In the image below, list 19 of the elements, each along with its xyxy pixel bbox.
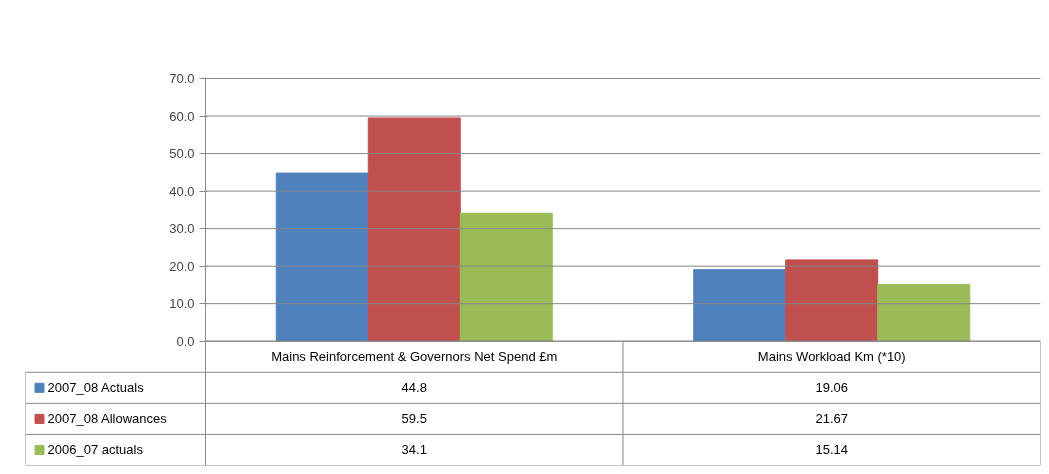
y-tick-label: 10.0 [169, 296, 195, 312]
y-tick-label: 30.0 [169, 221, 195, 237]
legend-label: 2007_08 Allowances [47, 411, 168, 427]
y-tick-label: 20.0 [169, 258, 195, 274]
data-label: 19.06 [815, 380, 849, 396]
y-tick-label: 40.0 [169, 183, 195, 199]
legend-label: 2007_08 Actuals [47, 380, 145, 396]
y-tick-label: 70.0 [169, 71, 195, 87]
x-tick-label: Mains Workload Km (*10) [757, 349, 906, 365]
data-label: 15.14 [815, 442, 849, 458]
x-tick-label: Mains Reinforcement & Governors Net Spend £m [271, 349, 558, 365]
data-label: 34.1 [401, 442, 427, 458]
y-tick-label: 60.0 [169, 108, 195, 124]
y-tick-label: 50.0 [169, 146, 195, 162]
data-label: 44.8 [401, 380, 427, 396]
y-tick-label: 0.0 [176, 333, 195, 349]
data-label: 21.67 [815, 411, 849, 427]
legend-label: 2006_07 actuals [47, 442, 144, 458]
data-label: 59.5 [401, 411, 427, 427]
